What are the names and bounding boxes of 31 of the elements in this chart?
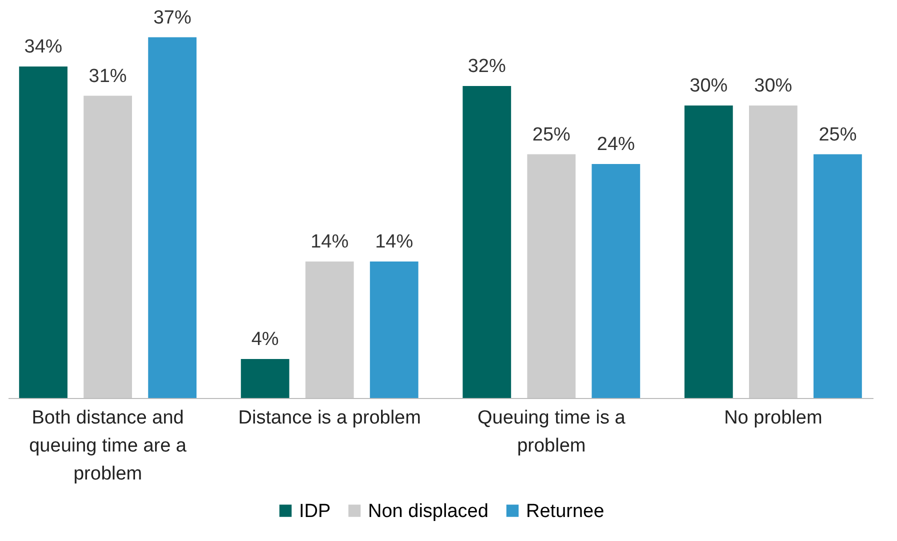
bar — [370, 262, 418, 398]
x-tick-label: Distance is a problem — [238, 408, 421, 428]
data-label: 14% — [375, 232, 414, 252]
x-tick-label: Both distance and queuing time are a problem — [29, 408, 187, 484]
data-label: 30% — [754, 76, 792, 96]
legend-label: Returnee — [526, 500, 604, 522]
bar — [148, 37, 197, 398]
data-label: 37% — [153, 7, 192, 28]
bar — [814, 154, 862, 398]
x-tick-label: Queuing time is a problem — [477, 408, 626, 456]
bar — [527, 154, 576, 398]
data-label: 30% — [690, 76, 728, 96]
data-label: 25% — [818, 124, 857, 146]
bar — [240, 359, 290, 398]
data-label: 31% — [88, 66, 127, 87]
data-label: 34% — [24, 36, 62, 58]
data-label: 32% — [468, 56, 506, 77]
bar — [592, 164, 640, 398]
data-label: 4% — [251, 329, 279, 350]
bar — [84, 96, 132, 398]
bar — [19, 66, 68, 398]
bar — [462, 86, 512, 398]
legend-label: Non displaced — [368, 500, 488, 522]
data-label: 14% — [310, 232, 349, 252]
data-label: 24% — [596, 134, 636, 155]
legend-label: IDP — [299, 500, 331, 522]
bar — [305, 262, 354, 398]
data-label: 25% — [532, 124, 571, 146]
bar — [684, 106, 733, 398]
x-tick-label: No problem — [724, 408, 822, 428]
bar — [748, 106, 798, 398]
